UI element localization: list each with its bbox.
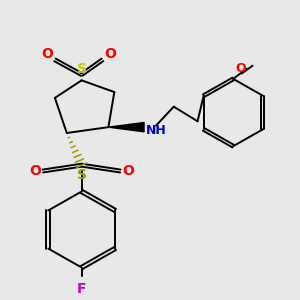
Text: O: O: [41, 47, 53, 61]
Text: O: O: [104, 47, 116, 61]
Polygon shape: [108, 122, 144, 132]
Text: S: S: [76, 62, 87, 76]
Text: NH: NH: [146, 124, 166, 136]
Text: O: O: [235, 62, 246, 75]
Text: S: S: [76, 168, 87, 182]
Text: O: O: [30, 164, 41, 178]
Text: O: O: [122, 164, 134, 178]
Text: F: F: [77, 282, 86, 296]
